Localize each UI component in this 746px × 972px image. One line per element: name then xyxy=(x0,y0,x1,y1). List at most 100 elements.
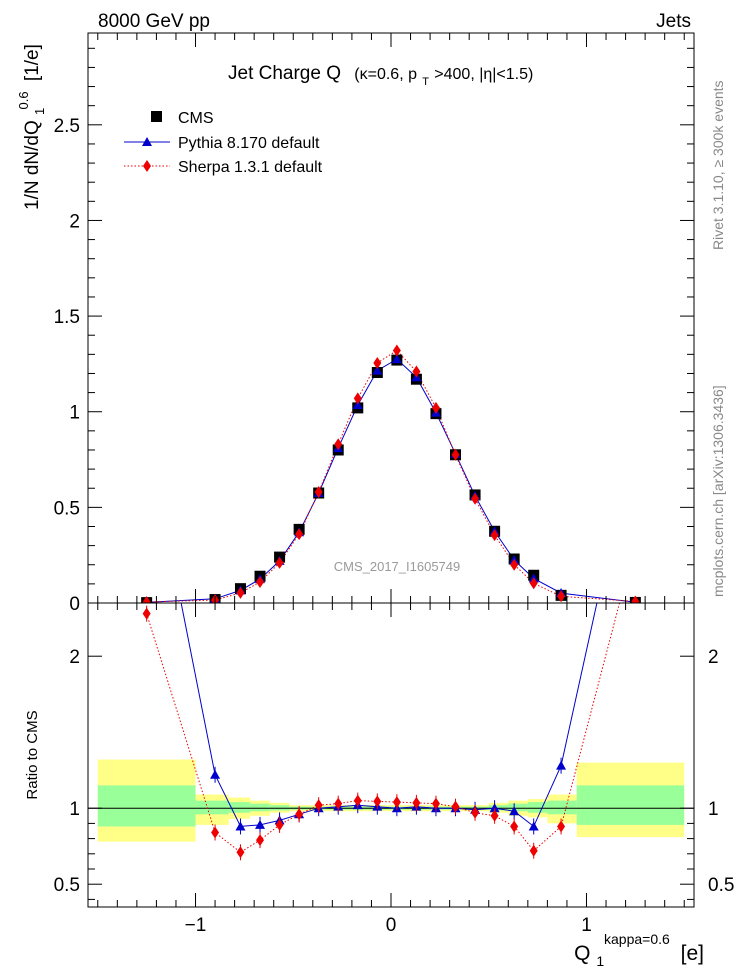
ratio-point-s1-15 xyxy=(490,809,499,822)
ratio-point-s0-17 xyxy=(528,821,539,831)
legend-entry-pythia: Pythia 8.170 default xyxy=(124,135,320,152)
ratio-point-s1-11 xyxy=(412,796,421,809)
main-y-tick-label: 1 xyxy=(69,403,80,424)
plot-title-main: Jet Charge Q xyxy=(228,63,341,84)
ratio-point-s1-13 xyxy=(451,800,460,813)
main-point-s2-10 xyxy=(392,344,401,357)
main-y-axis-label: 1/N dN/dQ 1 0.6 [1/e] xyxy=(12,44,49,210)
ratio-point-s0-15 xyxy=(489,803,500,813)
main-point-s2-9 xyxy=(373,356,382,369)
legend-entry-sherpa: Sherpa 1.3.1 default xyxy=(124,159,323,176)
header-process-label: Jets xyxy=(656,11,691,32)
main-point-s2-0 xyxy=(142,596,151,603)
ratio-point-s1-2 xyxy=(236,846,245,859)
ratio-point-s1-8 xyxy=(353,794,362,807)
header-energy-label: 8000 GeV pp xyxy=(98,11,210,32)
main-point-s2-5 xyxy=(295,528,304,541)
main-point-s2-19 xyxy=(631,595,640,603)
ratio-point-s0-1 xyxy=(210,769,221,779)
analysis-watermark: CMS_2017_I1605749 xyxy=(334,559,461,574)
x-axis-label: Q 1 kappa=0.6 [e] xyxy=(574,926,704,971)
ratio-point-s1-9 xyxy=(373,795,382,808)
ratio-y-tick-label-left: 1 xyxy=(69,799,80,820)
main-y-axis-ticks: 0 0.5 1 1.5 2 2.5 xyxy=(54,47,694,615)
main-point-s2-2 xyxy=(236,586,245,599)
ratio-point-s0-2 xyxy=(235,821,246,831)
main-point-s1-9 xyxy=(372,365,383,375)
ratio-band-inner-1 xyxy=(195,800,229,815)
main-point-s2-16 xyxy=(510,558,519,571)
main-panel-data xyxy=(141,344,641,603)
x-axis-label-sub: 1 xyxy=(596,953,604,969)
ratio-band-inner-9 xyxy=(547,800,577,815)
main-y-axis-label-sub: 1 xyxy=(32,108,47,115)
ratio-point-s0-16 xyxy=(509,806,520,816)
ratio-point-s1-10 xyxy=(392,796,401,809)
main-point-s2-12 xyxy=(431,401,440,414)
ratio-point-s1-17 xyxy=(529,844,538,857)
ratio-point-s1-5 xyxy=(295,808,304,821)
ratio-band-inner-3 xyxy=(250,803,270,812)
legend-sherpa-label: Sherpa 1.3.1 default xyxy=(178,159,323,176)
plot-title-sub-close: >400, |η|<1.5) xyxy=(434,66,533,83)
main-point-s2-4 xyxy=(275,556,284,569)
ratio-point-s1-1 xyxy=(211,826,220,839)
main-point-s2-13 xyxy=(451,448,460,461)
legend: CMS Pythia 8.170 default Sherpa 1.3.1 de… xyxy=(124,110,323,176)
ratio-point-s0-3 xyxy=(255,819,266,829)
main-y-tick-label: 2 xyxy=(69,211,80,232)
legend-cms-label: CMS xyxy=(178,110,214,127)
ratio-point-s1-14 xyxy=(471,806,480,819)
plot-title-sub-T: T xyxy=(422,76,429,88)
ratio-point-s1-0 xyxy=(142,607,151,620)
ratio-point-s1-3 xyxy=(256,834,265,847)
main-y-tick-label: 0.5 xyxy=(54,498,80,519)
x-tick-label: 0 xyxy=(386,915,397,936)
ratio-point-s1-7 xyxy=(334,797,343,810)
ratio-band-inner-10 xyxy=(576,785,685,825)
ratio-uncertainty-bands xyxy=(88,759,694,842)
ratio-point-s1-6 xyxy=(314,799,323,812)
mcplots-label: mcplots.cern.ch [arXiv:1306.3436] xyxy=(710,385,726,597)
plot-title-sub-open: (κ=0.6, p xyxy=(354,66,417,83)
main-point-s2-7 xyxy=(334,438,343,451)
ratio-y-tick-label-right: 2 xyxy=(708,647,719,668)
legend-pythia-label: Pythia 8.170 default xyxy=(178,135,320,152)
legend-pythia-marker xyxy=(142,137,152,146)
ratio-point-s1-12 xyxy=(431,797,440,810)
main-point-s2-14 xyxy=(471,492,480,505)
x-tick-label: −1 xyxy=(185,915,207,936)
main-point-s1-10 xyxy=(391,354,402,364)
ratio-band-inner-2 xyxy=(228,802,251,813)
legend-cms-marker xyxy=(151,111,162,122)
main-point-s2-3 xyxy=(256,575,265,588)
main-point-s1-8 xyxy=(352,400,363,410)
main-y-axis-label-sup: 0.6 xyxy=(16,91,31,109)
x-axis-label-sup: kappa=0.6 xyxy=(604,931,670,947)
plot-title: Jet Charge Q (κ=0.6, p T >400, |η|<1.5) xyxy=(228,63,533,90)
main-point-s2-11 xyxy=(412,365,421,378)
ratio-y-tick-label-left: 2 xyxy=(69,647,80,668)
x-axis-label-unit: [e] xyxy=(681,942,704,965)
main-y-tick-label: 0 xyxy=(69,594,80,615)
main-y-tick-label: 1.5 xyxy=(54,307,80,328)
x-axis-ticks: −1 0 1 xyxy=(97,33,685,936)
ratio-band-inner-8 xyxy=(527,802,548,813)
main-y-tick-label: 2.5 xyxy=(54,116,80,137)
ratio-band-inner-0 xyxy=(97,785,196,827)
ratio-y-axis-label: Ratio to CMS xyxy=(24,710,41,799)
x-axis-label-text: Q xyxy=(574,942,590,965)
main-point-s2-15 xyxy=(490,529,499,542)
ratio-point-s1-4 xyxy=(275,818,284,831)
main-point-s2-18 xyxy=(557,590,566,603)
ratio-point-s0-18 xyxy=(556,760,567,770)
main-y-axis-label-unit: [1/e] xyxy=(22,44,43,81)
ratio-y-tick-label-right: 1 xyxy=(708,799,719,820)
ratio-panel-data xyxy=(142,603,621,861)
ratio-panel-frame xyxy=(87,602,695,908)
ratio-series-line-0 xyxy=(180,603,598,828)
ratio-band-inner-7 xyxy=(508,803,528,812)
ratio-point-s1-18 xyxy=(557,820,566,833)
x-tick-label: 1 xyxy=(581,915,592,936)
